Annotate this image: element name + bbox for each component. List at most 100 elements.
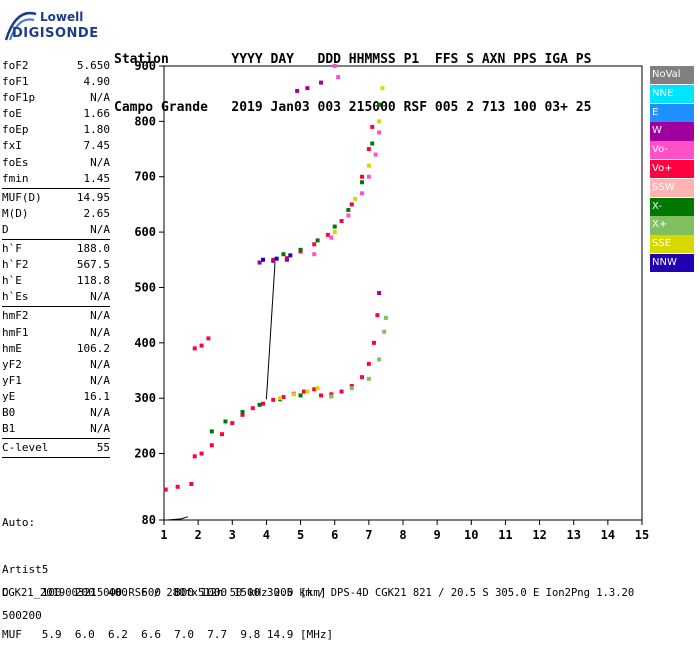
y-tick-label: 700 [134,170,156,184]
echo-point [329,235,334,240]
legend-item: Vo- [650,141,694,160]
echo-point [261,401,266,406]
legend-item: NoVal [650,66,694,85]
param-row: fxI 7.45 [2,138,110,154]
param-row: h`Es N/A [2,289,110,305]
param-name: fxI [2,139,22,153]
logo-text-digisonde: DIGISONDE [12,26,99,41]
echo-point [163,487,168,492]
station-header: Station YYYY DAY DDD HHMMSS P1 FFS S AXN… [114,20,591,132]
x-tick-label: 7 [365,528,372,542]
x-tick-label: 2 [195,528,202,542]
x-tick-label: 4 [263,528,270,542]
auto-software: Artist5 [2,562,49,576]
echo-point [209,443,214,448]
echo-point [319,80,324,85]
y-tick-label: 80 [142,513,156,527]
param-value: 55 [96,441,110,455]
x-tick-label: 3 [229,528,236,542]
echo-point [281,252,286,257]
echo-point [339,389,344,394]
echo-point [382,329,387,334]
param-name: MUF(D) [2,190,42,204]
echo-point [288,253,293,258]
echo-point [192,454,197,459]
echo-trace-line [167,516,189,521]
param-name: M(D) [2,206,29,220]
echo-point [305,86,310,91]
x-tick-label: 15 [635,528,649,542]
y-tick-label: 600 [134,225,156,239]
param-row: h`F 188.0 [2,241,110,257]
param-row: M(D) 2.65 [2,206,110,222]
echo-point [366,376,371,381]
param-row: D N/A [2,222,110,238]
legend-item: E [650,103,694,122]
param-name: hmE [2,341,22,355]
echo-point [295,88,300,93]
x-tick-label: 9 [434,528,441,542]
legend-item: SSW [650,178,694,198]
echo-point [315,386,320,391]
param-row: fmin 1.45 [2,171,110,187]
param-row: h`E 118.8 [2,273,110,289]
param-name: yE [2,389,16,403]
param-name: h`F2 [2,258,29,272]
echo-point [360,180,365,185]
echo-point [336,75,341,80]
echo-trace-line [265,262,276,400]
echo-point [199,451,204,456]
echo-point [319,393,324,398]
param-value: 2.65 [83,206,111,220]
param-name: hmF1 [2,325,29,339]
echo-point [291,392,296,397]
echo-point [377,119,382,124]
echo-point [366,361,371,366]
echo-point [257,402,262,407]
echo-point [349,384,354,389]
y-tick-label: 200 [134,447,156,461]
echo-point [274,256,279,261]
echo-point [353,196,358,201]
echo-point [377,291,382,295]
echo-point [312,252,317,257]
echo-point [278,396,283,401]
echo-point [360,191,365,196]
param-value: 567.5 [76,258,110,272]
digisonde-logo: Lowell DIGISONDE [4,6,104,46]
auto-label: Auto: [2,516,36,529]
echo-point [375,313,380,318]
echo-point [220,432,225,437]
echo-point [360,174,365,179]
echo-point [192,346,197,351]
param-value: 1.45 [83,171,111,185]
echo-point [250,406,255,411]
echo-point [325,232,330,237]
x-tick-label: 5 [297,528,304,542]
echo-point [240,412,245,417]
param-name: foE [2,107,22,121]
param-name: h`F [2,242,22,256]
param-value: 7.45 [83,139,111,153]
param-name: foF1 [2,75,29,89]
param-row: foEs N/A [2,155,110,171]
param-name: fmin [2,171,29,185]
param-row: foF1 4.90 [2,74,110,90]
echo-point [284,257,289,262]
echo-point [329,392,334,397]
param-row: foF2 5.650 [2,58,110,74]
param-value: 188.0 [76,242,110,256]
param-row: hmE 106.2 [2,341,110,357]
echo-point [377,102,382,107]
param-value: 5.650 [76,59,110,72]
param-value: 1.80 [83,123,111,137]
echo-point [346,207,351,212]
param-value: 14.95 [76,190,110,204]
param-value: 1.66 [83,107,111,121]
y-tick-label: 300 [134,391,156,405]
param-row: B1 N/A [2,421,110,437]
param-value: 106.2 [76,341,110,355]
y-tick-label: 500 [134,280,156,294]
param-divider [2,306,110,308]
param-row: yF1 N/A [2,373,110,389]
